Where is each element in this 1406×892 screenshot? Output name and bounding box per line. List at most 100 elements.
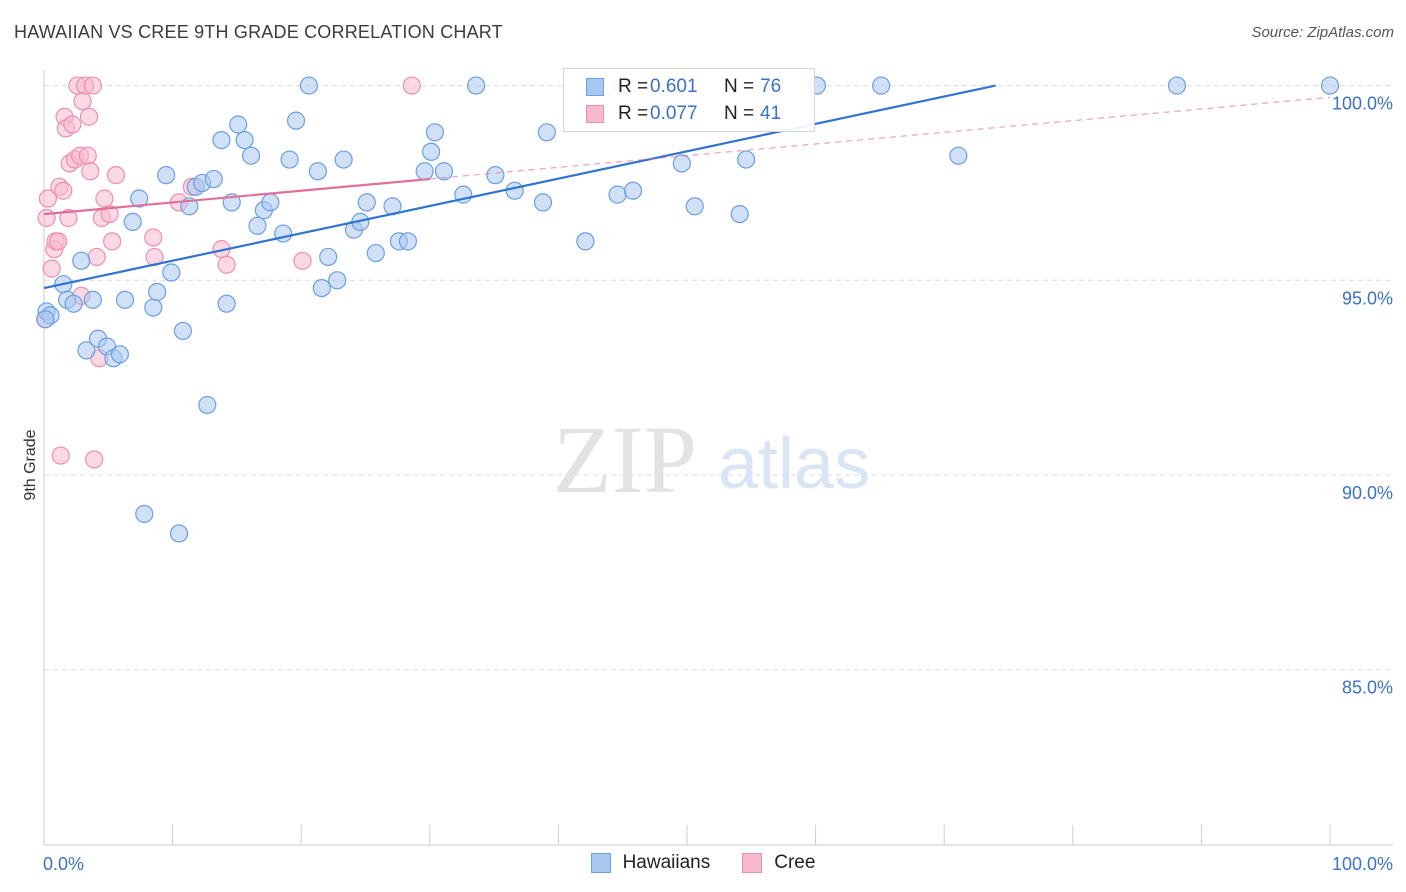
hawaiians-point [241,146,261,165]
legend-label-hawaiians: Hawaiians [622,852,711,873]
cree-point [217,255,236,274]
hawaiians-point [162,263,181,282]
cree-point [106,166,126,185]
legend-label-cree: Cree [774,852,816,873]
source-label: Source: ZipAtlas.com [1251,24,1394,41]
hawaiians-point [83,290,102,309]
hawaiians-point [212,131,231,150]
legend-n-label: N = [724,103,755,124]
cree-point [87,247,106,267]
hawaiians-point [466,76,486,95]
hawaiians-point [434,162,454,181]
hawaiians-point [135,504,154,524]
hawaiians-point [357,193,376,212]
hawaiians-point [366,243,385,263]
x-tick-label-max: 100.0% [1332,854,1393,874]
cree-trend-line [43,177,430,216]
hawaiians-point [144,298,163,317]
y-tick-labels: 85.0% 90.0% 95.0% 100.0% [1332,94,1393,698]
hawaiians-point [110,345,129,364]
cree-point [293,251,312,270]
legend-swatch-hawaiians [586,78,604,96]
chart-title: HAWAIIAN VS CREE 9TH GRADE CORRELATION C… [14,22,503,42]
y-tick-label: 85.0% [1342,678,1393,698]
watermark-atlas: atlas [718,424,870,504]
hawaiians-point [217,294,236,313]
hawaiians-point [36,310,55,329]
legend-n-label: N = [724,76,755,97]
hawaiians-point [229,115,248,134]
hawaiians-points [36,76,1340,543]
cree-point [402,76,421,95]
hawaiians-point [308,162,328,181]
hawaiians-point [872,76,891,95]
hawaiians-point [486,166,505,185]
y-axis-title: 9th Grade [22,429,39,500]
legend-swatch-cree [586,105,604,123]
y-tick-label: 100.0% [1332,94,1393,114]
legend-row-cree: R = 0.077 N = 41 [586,101,781,127]
hawaiians-point [286,111,306,130]
hawaiians-point [537,123,556,142]
watermark-zip: ZIP [553,406,697,513]
cree-point [144,228,163,247]
hawaiians-point [130,189,149,208]
watermark: ZIP atlas [553,406,870,513]
hawaiians-point [328,271,347,290]
hawaiians-point [398,232,418,251]
hawaiians-point [204,169,223,189]
hawaiians-point [169,524,189,543]
cree-point [81,162,100,181]
cree-point [73,92,92,111]
hawaiians-point [312,278,331,298]
hawaiians-point [261,193,280,212]
y-tick-label: 90.0% [1342,483,1393,503]
hawaiians-point [623,181,643,200]
cree-point [38,189,57,208]
hawaiians-point [1320,76,1340,95]
cree-point [79,107,99,126]
cree-point [100,204,119,224]
legend-item-cree[interactable]: Cree [742,852,815,874]
legend-r-value: 0.601 [650,76,698,97]
hawaiians-point [148,282,167,302]
hawaiians-trend-line [43,84,996,290]
legend-swatch-cree [742,853,763,873]
legend-item-hawaiians[interactable]: Hawaiians [590,852,711,874]
cree-point [95,189,114,208]
hawaiians-point [115,290,135,309]
hawaiians-point [737,150,756,169]
hawaiians-point [280,150,299,169]
hawaiians-point [505,181,524,200]
legend-row-hawaiians: R = 0.601 N = 76 [586,74,781,100]
hawaiians-point [334,150,353,169]
hawaiians-point [730,204,749,224]
hawaiians-point [157,166,176,185]
hawaiians-point [72,251,91,270]
cree-point [83,76,102,95]
cree-point [85,450,104,469]
hawaiians-point [415,162,434,181]
hawaiians-point [198,395,217,415]
cree-point [37,208,56,228]
hawaiians-point [77,341,96,360]
cree-point [63,115,82,134]
cree-point [54,181,73,200]
series-legend: Hawaiians Cree [0,852,1406,874]
legend-r-value: 0.077 [650,103,698,124]
x-tick-label-min: 0.0% [43,854,84,874]
hawaiians-point [235,131,254,150]
legend-r-label: R = [618,103,649,124]
cree-point [78,146,97,165]
cree-trend-extension [429,96,1331,180]
hawaiians-point [608,185,627,204]
hawaiians-point [576,232,595,251]
hawaiians-point [123,212,142,231]
hawaiians-point [685,197,704,216]
hawaiians-point [299,76,319,95]
cree-point [51,446,70,465]
hawaiians-point [1167,76,1187,95]
hawaiians-point [173,321,192,341]
legend-swatch-hawaiians [590,853,611,873]
